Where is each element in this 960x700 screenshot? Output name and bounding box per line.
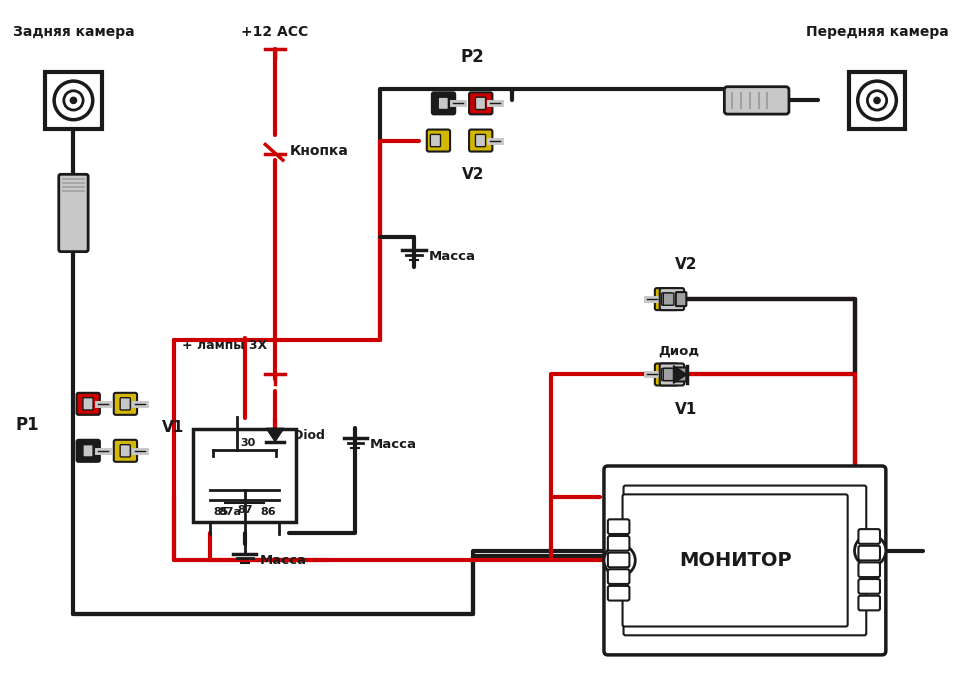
FancyBboxPatch shape xyxy=(655,288,678,310)
FancyBboxPatch shape xyxy=(849,72,905,129)
FancyBboxPatch shape xyxy=(193,429,296,522)
Circle shape xyxy=(857,81,897,120)
Circle shape xyxy=(70,97,77,104)
FancyBboxPatch shape xyxy=(622,494,848,626)
Text: iDiod: iDiod xyxy=(289,428,324,442)
Polygon shape xyxy=(266,428,284,442)
FancyBboxPatch shape xyxy=(430,134,441,147)
Text: Кнопка: Кнопка xyxy=(290,144,348,158)
Text: 30: 30 xyxy=(240,438,255,447)
FancyBboxPatch shape xyxy=(608,519,630,534)
FancyBboxPatch shape xyxy=(604,466,886,655)
Text: 87: 87 xyxy=(237,505,252,514)
Text: V1: V1 xyxy=(675,402,697,417)
Text: V1: V1 xyxy=(161,420,183,435)
Circle shape xyxy=(868,91,887,110)
Text: Диод: Диод xyxy=(658,345,699,358)
Text: 87a: 87a xyxy=(219,507,242,517)
FancyBboxPatch shape xyxy=(608,536,630,551)
Text: Масса: Масса xyxy=(429,250,476,263)
FancyBboxPatch shape xyxy=(469,130,492,151)
Text: +12 ACC: +12 ACC xyxy=(242,25,309,38)
FancyBboxPatch shape xyxy=(432,92,455,114)
Polygon shape xyxy=(674,365,686,384)
Circle shape xyxy=(54,81,93,120)
Text: 85: 85 xyxy=(213,507,228,517)
FancyBboxPatch shape xyxy=(663,368,674,381)
FancyBboxPatch shape xyxy=(655,363,678,386)
FancyBboxPatch shape xyxy=(114,393,137,415)
Circle shape xyxy=(604,545,636,576)
Text: МОНИТОР: МОНИТОР xyxy=(679,551,791,570)
FancyBboxPatch shape xyxy=(660,363,684,386)
FancyBboxPatch shape xyxy=(663,293,674,305)
FancyBboxPatch shape xyxy=(858,562,880,577)
Circle shape xyxy=(854,535,886,566)
FancyBboxPatch shape xyxy=(858,596,880,610)
FancyBboxPatch shape xyxy=(77,393,100,415)
Text: Масса: Масса xyxy=(259,554,306,566)
FancyBboxPatch shape xyxy=(858,529,880,544)
Circle shape xyxy=(874,97,880,104)
FancyBboxPatch shape xyxy=(858,546,880,561)
FancyBboxPatch shape xyxy=(475,97,486,109)
Text: P1: P1 xyxy=(15,416,39,435)
FancyBboxPatch shape xyxy=(469,92,492,114)
Text: V2: V2 xyxy=(462,167,484,182)
FancyBboxPatch shape xyxy=(661,293,672,305)
Text: V2: V2 xyxy=(675,257,697,272)
FancyBboxPatch shape xyxy=(475,134,486,147)
Text: P2: P2 xyxy=(461,48,485,66)
FancyBboxPatch shape xyxy=(120,398,131,410)
Text: Передняя камера: Передняя камера xyxy=(805,25,948,39)
FancyBboxPatch shape xyxy=(608,552,630,567)
FancyBboxPatch shape xyxy=(83,398,93,410)
FancyBboxPatch shape xyxy=(59,174,88,251)
Text: + лампы 3Х: + лампы 3Х xyxy=(182,339,267,351)
Text: 86: 86 xyxy=(260,507,276,517)
FancyBboxPatch shape xyxy=(120,444,131,457)
FancyBboxPatch shape xyxy=(725,87,789,114)
FancyBboxPatch shape xyxy=(427,130,450,151)
FancyBboxPatch shape xyxy=(83,444,93,457)
FancyBboxPatch shape xyxy=(608,569,630,584)
Text: Масса: Масса xyxy=(370,438,417,451)
FancyBboxPatch shape xyxy=(858,579,880,594)
FancyBboxPatch shape xyxy=(114,440,137,462)
FancyBboxPatch shape xyxy=(77,440,100,462)
FancyBboxPatch shape xyxy=(660,288,684,310)
FancyBboxPatch shape xyxy=(608,586,630,601)
FancyBboxPatch shape xyxy=(45,72,102,129)
FancyBboxPatch shape xyxy=(661,368,672,381)
FancyBboxPatch shape xyxy=(624,486,866,636)
Circle shape xyxy=(63,91,84,110)
FancyBboxPatch shape xyxy=(676,292,686,306)
FancyBboxPatch shape xyxy=(439,97,448,109)
FancyBboxPatch shape xyxy=(676,368,686,382)
Text: Задняя камера: Задняя камера xyxy=(12,25,134,39)
